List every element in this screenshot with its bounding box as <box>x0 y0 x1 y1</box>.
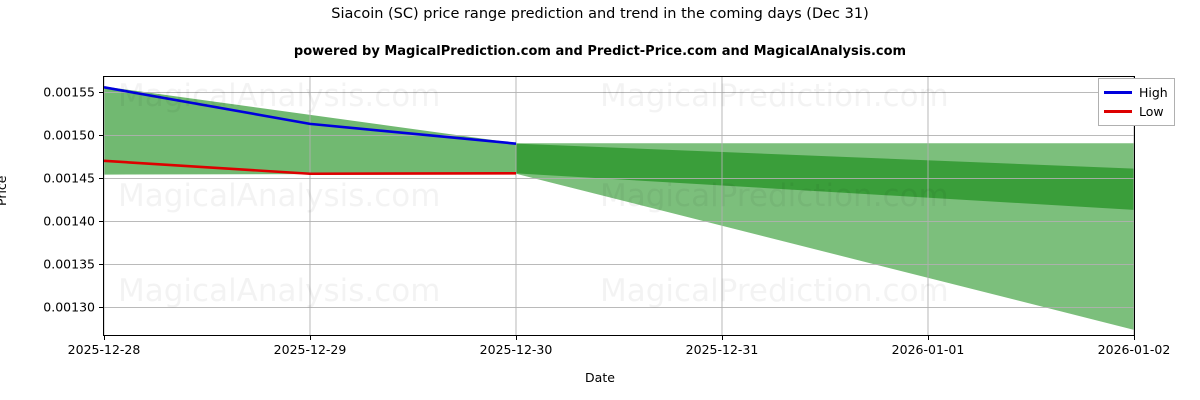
x-tick-label: 2026-01-01 <box>891 342 965 357</box>
y-tick-label: 0.00140 <box>43 213 95 229</box>
series-line-high <box>104 86 517 145</box>
y-tick-mark <box>99 221 103 223</box>
x-tick-mark <box>104 336 105 340</box>
x-tick-mark <box>722 336 723 340</box>
x-tick-label: 2026-01-02 <box>1097 342 1171 357</box>
y-tick-mark <box>99 178 103 180</box>
x-axis-label: Date <box>585 370 615 385</box>
legend-label: High <box>1139 85 1168 100</box>
plot-area <box>103 76 1135 336</box>
y-tick-mark <box>99 92 103 94</box>
y-tick-mark <box>99 264 103 266</box>
x-tick-mark <box>1134 336 1135 340</box>
x-tick-label: 2025-12-29 <box>273 342 347 357</box>
chart-legend: High Low <box>1098 78 1175 126</box>
y-tick-mark <box>99 307 103 309</box>
legend-color-swatch <box>1104 110 1132 113</box>
y-tick-label: 0.00155 <box>43 84 95 100</box>
chart-title: Siacoin (SC) price range prediction and … <box>331 6 869 22</box>
x-tick-mark <box>310 336 311 340</box>
legend-color-swatch <box>1104 91 1132 94</box>
y-tick-label: 0.00130 <box>43 299 95 315</box>
x-tick-label: 2025-12-28 <box>67 342 141 357</box>
y-tick-label: 0.00150 <box>43 127 95 143</box>
legend-label: Low <box>1139 104 1164 119</box>
x-tick-label: 2025-12-30 <box>479 342 553 357</box>
legend-item-low[interactable]: Low <box>1104 102 1168 121</box>
y-tick-mark <box>99 135 103 137</box>
forecast-inner-band <box>516 143 1134 210</box>
plot-svg <box>104 77 1134 335</box>
legend-item-high[interactable]: High <box>1104 83 1168 102</box>
y-tick-label: 0.00135 <box>43 256 95 272</box>
chart-subtitle: powered by MagicalPrediction.com and Pre… <box>293 44 907 59</box>
y-tick-label: 0.00145 <box>43 170 95 186</box>
x-tick-label: 2025-12-31 <box>685 342 759 357</box>
series-line-low <box>104 159 517 176</box>
x-tick-mark <box>928 336 929 340</box>
x-tick-mark <box>516 336 517 340</box>
